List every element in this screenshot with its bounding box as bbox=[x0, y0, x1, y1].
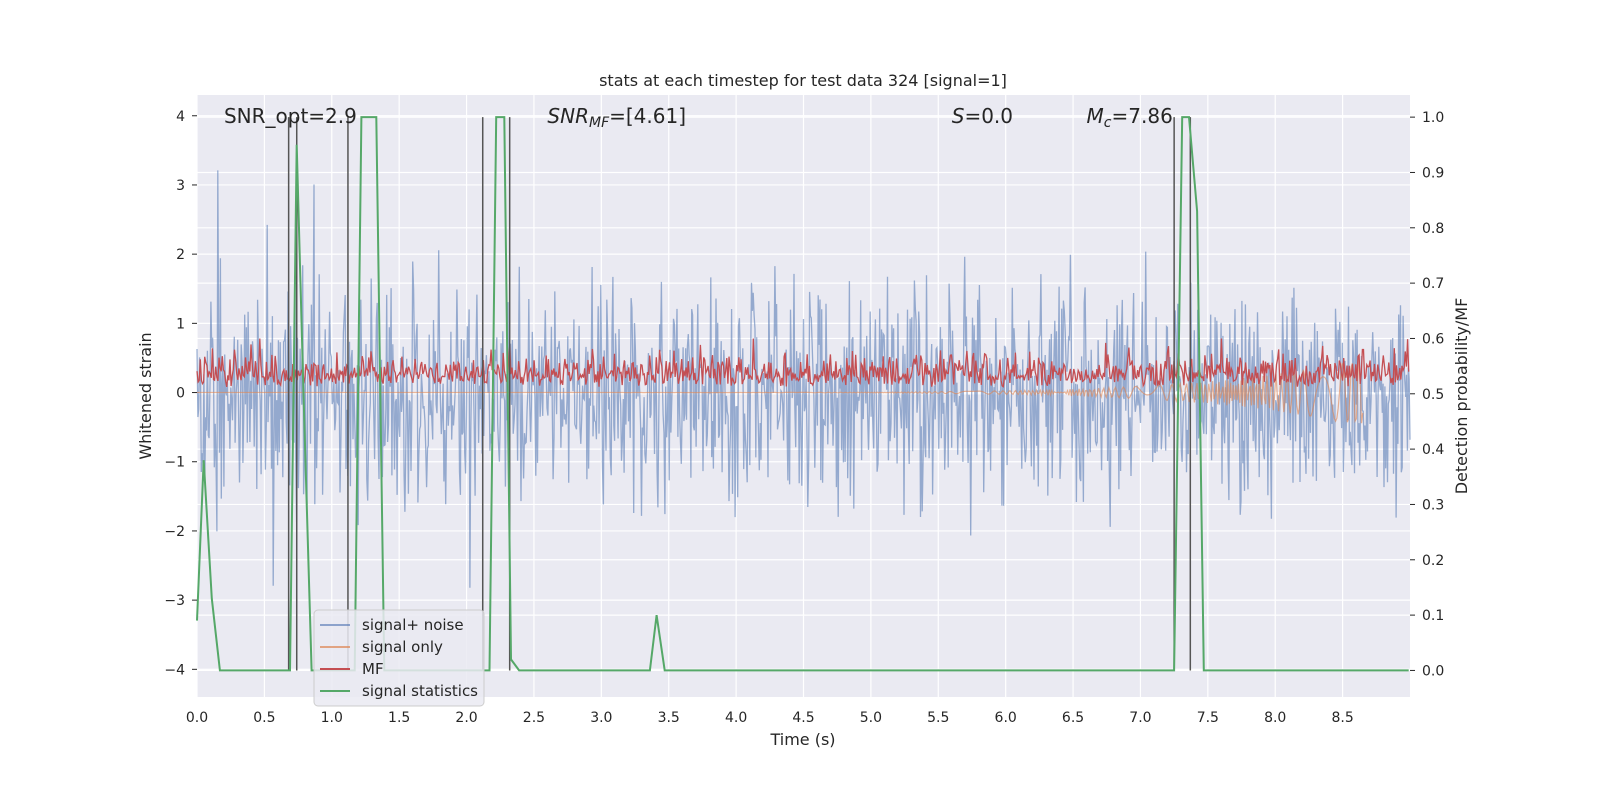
y-left-tick-label: 1 bbox=[176, 316, 185, 332]
y-right-tick-label: 0.1 bbox=[1422, 608, 1444, 624]
x-tick-label: 4.5 bbox=[792, 710, 814, 726]
y-left-tick-label: 0 bbox=[176, 386, 185, 402]
x-tick-label: 0.0 bbox=[186, 710, 208, 726]
legend-box bbox=[313, 609, 485, 707]
chart-title: stats at each timestep for test data 324… bbox=[599, 71, 1007, 90]
annotation: SNR_opt=2.9 bbox=[224, 104, 357, 128]
y-left-tick-label: 4 bbox=[176, 109, 185, 125]
y-right-tick-label: 0.4 bbox=[1422, 442, 1444, 458]
x-tick-label: 1.0 bbox=[321, 710, 343, 726]
legend-entry: signal+ noise bbox=[362, 616, 464, 634]
x-tick-label: 5.0 bbox=[860, 710, 882, 726]
y-left-tick-label: −2 bbox=[164, 524, 185, 540]
x-tick-label: 4.0 bbox=[725, 710, 747, 726]
y-right-tick-label: 1.0 bbox=[1422, 110, 1444, 126]
x-axis-label: Time (s) bbox=[769, 730, 835, 749]
signal-noise-line bbox=[196, 170, 1411, 588]
y-axis-right-label: Detection probability/MF bbox=[1452, 298, 1471, 495]
x-tick-label: 3.0 bbox=[590, 710, 612, 726]
x-tick-label: 5.5 bbox=[927, 710, 949, 726]
x-tick-label: 8.0 bbox=[1264, 710, 1286, 726]
y-right-tick-label: 0.2 bbox=[1422, 553, 1444, 569]
y-right-tick-label: 0.6 bbox=[1422, 331, 1444, 347]
y-right-tick-label: 0.0 bbox=[1422, 663, 1444, 679]
legend-entry: signal only bbox=[362, 638, 443, 656]
signal-only-line bbox=[197, 358, 1364, 424]
y-axis-right-ticks: 1.0 0.9 0.8 0.7 0.6 0.5 0.4 0.3 0.2 0.1 0.0 bbox=[1410, 110, 1444, 679]
mf-line bbox=[196, 338, 1410, 388]
x-tick-label: 6.5 bbox=[1062, 710, 1084, 726]
annotations: SNR_opt=2.9 SNRMF=[4.61] S=0.0 Mc=7.86 bbox=[224, 104, 1173, 131]
x-tick-label: 2.0 bbox=[455, 710, 477, 726]
y-right-tick-label: 0.8 bbox=[1422, 221, 1444, 237]
x-tick-label: 8.5 bbox=[1331, 710, 1353, 726]
y-left-tick-label: 3 bbox=[176, 178, 185, 194]
x-tick-label: 3.5 bbox=[658, 710, 680, 726]
legend-entry: signal statistics bbox=[362, 682, 478, 700]
signal-noise-series bbox=[196, 170, 1411, 588]
y-axis-left-ticks: 4 3 2 1 0 −1 −2 −3 −4 bbox=[164, 109, 197, 678]
legend-entry: MF bbox=[362, 660, 384, 678]
x-tick-label: 2.5 bbox=[523, 710, 545, 726]
x-tick-label: 7.0 bbox=[1129, 710, 1151, 726]
y-left-tick-label: −1 bbox=[164, 455, 185, 471]
x-tick-label: 6.0 bbox=[995, 710, 1017, 726]
y-left-tick-label: −4 bbox=[164, 662, 185, 678]
x-axis-ticks: 0.0 0.5 1.0 1.5 2.0 2.5 3.0 3.5 4.0 4.5 5.0 5.5 6.0 6… bbox=[186, 710, 1354, 726]
y-axis-left-label: Whitened strain bbox=[136, 332, 155, 459]
y-left-tick-label: 2 bbox=[176, 247, 185, 263]
y-right-tick-label: 0.3 bbox=[1422, 497, 1444, 513]
plot-area bbox=[196, 95, 1411, 697]
annotation: S=0.0 bbox=[952, 104, 1013, 128]
x-tick-label: 0.5 bbox=[253, 710, 275, 726]
y-right-tick-label: 0.5 bbox=[1422, 387, 1444, 403]
x-tick-label: 7.5 bbox=[1197, 710, 1219, 726]
annotation: SNRMF=[4.61] bbox=[547, 104, 686, 131]
x-tick-label: 1.5 bbox=[388, 710, 410, 726]
y-right-tick-label: 0.9 bbox=[1422, 165, 1444, 181]
signal-only-series bbox=[197, 358, 1364, 424]
y-right-tick-label: 0.7 bbox=[1422, 276, 1444, 292]
legend: signal+ noise signal only MF signal statist… bbox=[313, 609, 485, 707]
mf-series bbox=[196, 338, 1410, 388]
annotation: Mc=7.86 bbox=[1087, 104, 1173, 131]
y-left-tick-label: −3 bbox=[164, 593, 185, 609]
